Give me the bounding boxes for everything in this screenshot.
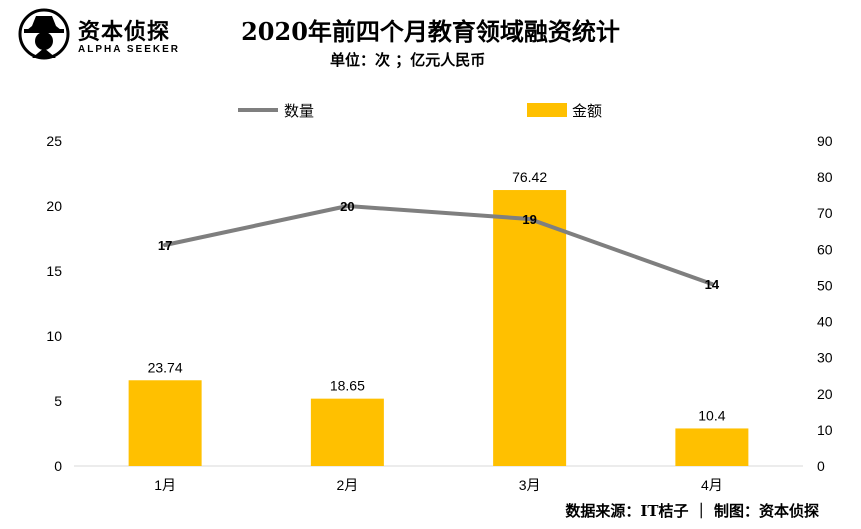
right-tick-label: 20: [817, 386, 833, 402]
category-label: 4月: [701, 477, 723, 493]
bar-data-labels: 23.74 18.65 76.42 10.4: [148, 169, 726, 423]
chart-title: 2020年前四个月教育领域融资统计: [241, 17, 620, 46]
bar-series: [128, 190, 749, 467]
bar: [493, 190, 567, 467]
legend: 数量 金额: [238, 102, 602, 120]
right-tick-label: 10: [817, 422, 833, 438]
right-tick-label: 30: [817, 350, 833, 366]
x-axis: 1月 2月 3月 4月: [154, 477, 723, 493]
logo-name: 资本侦探: [78, 20, 171, 45]
bar: [675, 428, 749, 466]
category-label: 1月: [154, 477, 176, 493]
right-tick-label: 40: [817, 314, 833, 330]
bar-value-label: 10.4: [698, 407, 725, 423]
right-tick-label: 70: [817, 205, 833, 221]
line-value-label: 17: [158, 238, 172, 253]
category-label: 2月: [336, 477, 358, 493]
left-tick-label: 0: [54, 458, 62, 474]
line-value-label: 19: [522, 212, 536, 227]
right-tick-label: 60: [817, 241, 833, 257]
detective-logo-icon: [18, 8, 70, 60]
source-footer: 数据来源：IT桔子 ｜ 制图：资本侦探: [565, 502, 819, 520]
legend-label-amount: 金额: [572, 102, 602, 120]
bar-value-label: 76.42: [512, 169, 547, 185]
line-value-label: 14: [705, 277, 720, 292]
line-point: [345, 204, 350, 208]
line-point: [163, 243, 168, 247]
line-point: [709, 282, 714, 286]
bar: [310, 398, 384, 466]
line-path: [163, 204, 714, 286]
left-tick-label: 25: [46, 133, 62, 149]
left-tick-label: 15: [46, 263, 62, 279]
legend-label-count: 数量: [284, 102, 314, 120]
line-value-label: 20: [340, 199, 354, 214]
right-tick-label: 50: [817, 277, 833, 293]
logo-subtitle: ALPHA SEEKER: [78, 44, 180, 55]
bar-value-label: 18.65: [330, 378, 365, 394]
left-tick-label: 20: [46, 198, 62, 214]
bar-value-label: 23.74: [148, 359, 183, 375]
line-data-labels: 17 20 19 14: [158, 199, 720, 292]
left-tick-label: 5: [54, 393, 62, 409]
logo: 资本侦探 ALPHA SEEKER: [18, 8, 208, 60]
chart-subtitle: 单位：次 ；亿元人民币: [330, 51, 486, 69]
right-tick-label: 90: [817, 133, 833, 149]
line-series: [163, 204, 714, 286]
left-tick-label: 10: [46, 328, 62, 344]
right-tick-label: 0: [817, 458, 825, 474]
line-point: [527, 217, 532, 221]
legend-bar-swatch: [527, 103, 567, 117]
left-axis: 0 5 10 15 20 25: [46, 133, 62, 474]
category-label: 3月: [519, 477, 541, 493]
right-axis: 0 10 20 30 40 50 60 70 80 90: [817, 133, 833, 474]
right-tick-label: 80: [817, 169, 833, 185]
bar: [128, 380, 202, 466]
